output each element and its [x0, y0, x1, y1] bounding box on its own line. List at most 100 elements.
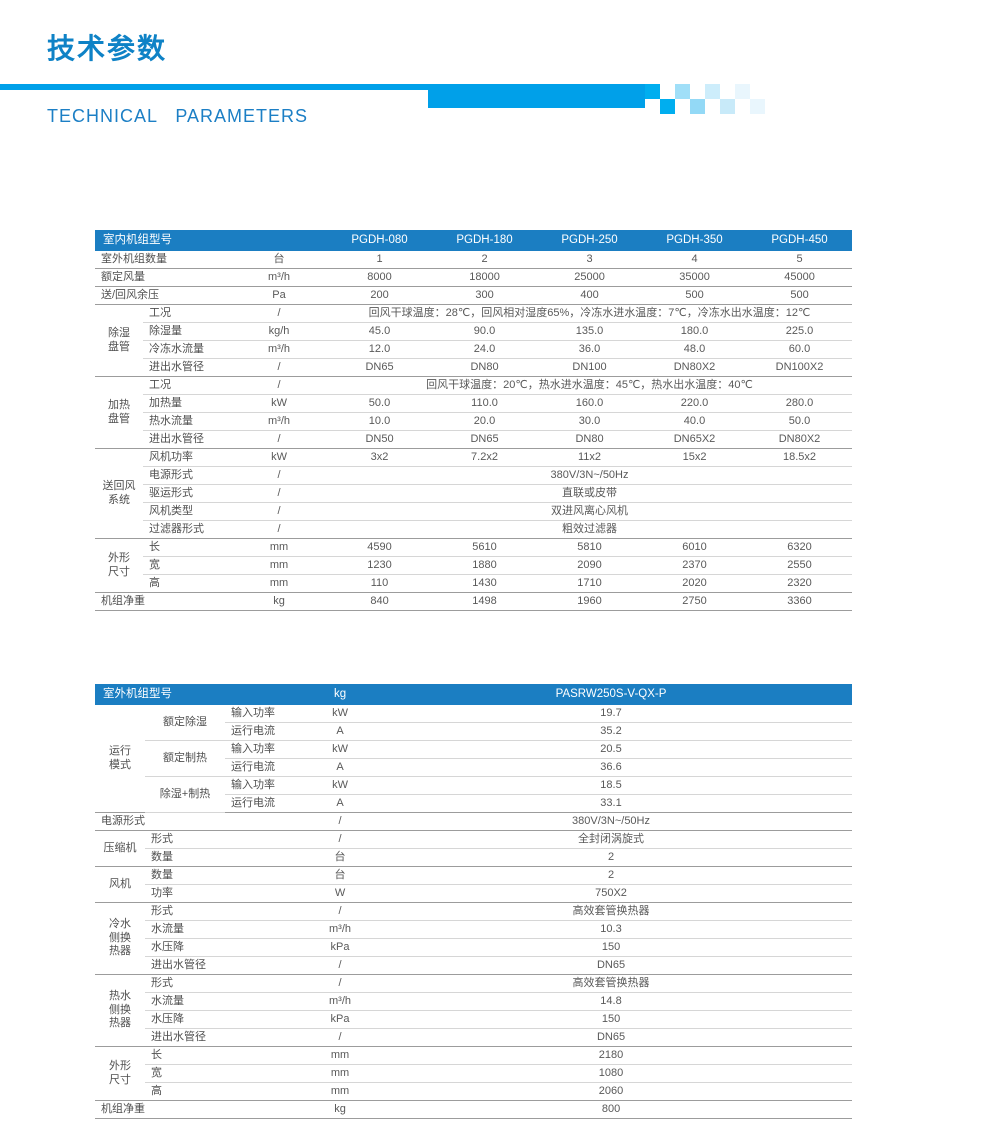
cell-label: 工况 [143, 304, 231, 323]
cell-unit: / [231, 484, 328, 503]
cell-unit: kW [231, 448, 328, 467]
cell-unit: 台 [310, 866, 371, 885]
cell-label: 送/回风余压 [95, 286, 231, 305]
cell-group: 压缩机 [95, 830, 145, 867]
cell-val: DN80X2 [747, 430, 853, 449]
cell-unit: mm [310, 1046, 371, 1065]
indoor-unit-table: 室内机组型号 PGDH-080 PGDH-180 PGDH-250 PGDH-350 PG… [95, 230, 853, 611]
cell-unit: m³/h [231, 412, 328, 431]
cell-val: 回风干球温度：20℃，热水进水温度：45℃，热水出水温度：40℃ [327, 376, 853, 395]
cell-val: 150 [370, 1010, 853, 1029]
cell-label: 长 [145, 1046, 311, 1065]
cell-val: 1080 [370, 1064, 853, 1083]
cell-val: 36.6 [370, 758, 853, 777]
cell-val: 全封闭涡旋式 [370, 830, 853, 849]
cell-val: 4590 [327, 538, 433, 557]
cell-val: 10.3 [370, 920, 853, 939]
cell-unit: kPa [310, 938, 371, 957]
cell-val: 35.2 [370, 722, 853, 741]
cell-val: 500 [747, 286, 853, 305]
cell-val: 7.2x2 [432, 448, 538, 467]
cell-label: 进出水管径 [143, 430, 231, 449]
cell-val: 380V/3N~/50Hz [327, 466, 853, 485]
cell-unit: / [310, 974, 371, 993]
cell-val: 36.0 [537, 340, 643, 359]
mosaic-square [750, 99, 765, 114]
cell-unit: mm [231, 574, 328, 593]
cell-unit: A [310, 794, 371, 813]
cell-val: 110 [327, 574, 433, 593]
cell-val: 2060 [370, 1082, 853, 1101]
cell-val: 19.7 [370, 705, 853, 723]
cell-unit: / [231, 520, 328, 539]
cell-label: 数量 [145, 848, 311, 867]
outdoor-unit-table: 室外机组型号 kg PASRW250S-V-QX-P 运行 模式 额定除湿 输入功率 kW 1… [95, 684, 853, 1119]
cell-label: 额定风量 [95, 268, 231, 287]
cell-group: 除湿 盘管 [95, 304, 143, 377]
cell-val: PGDH-250 [537, 230, 643, 251]
cell-label: 水压降 [145, 938, 311, 957]
cell-val: 3 [537, 251, 643, 269]
cell-val: 18.5x2 [747, 448, 853, 467]
cell-unit: A [310, 758, 371, 777]
cell-val: DN50 [327, 430, 433, 449]
cell-group: 送回风 系统 [95, 448, 143, 539]
cell-val: 1960 [537, 592, 643, 611]
cell-val: 24.0 [432, 340, 538, 359]
cell-val: 直联或皮带 [327, 484, 853, 503]
cell-h-label: 室内机组型号 [95, 230, 328, 251]
cell-val: 2370 [642, 556, 748, 575]
cell-label: 长 [143, 538, 231, 557]
cell-val: 1498 [432, 592, 538, 611]
cell-label: 运行电流 [225, 758, 311, 777]
cell-val: 25000 [537, 268, 643, 287]
cell-val: 14.8 [370, 992, 853, 1011]
cell-val: DN65 [432, 430, 538, 449]
cell-group: 风机 [95, 866, 145, 903]
cell-label: 形式 [145, 830, 311, 849]
page-title: 技术参数 [47, 33, 168, 64]
cell-val: 90.0 [432, 322, 538, 341]
cell-val: 220.0 [642, 394, 748, 413]
cell-val: 18.5 [370, 776, 853, 795]
cell-val: 10.0 [327, 412, 433, 431]
cell-label: 加热量 [143, 394, 231, 413]
cell-group: 冷水 侧换 热器 [95, 902, 145, 975]
cell-label: 高 [143, 574, 231, 593]
banner-thick-bar [428, 84, 645, 108]
cell-unit: / [310, 812, 371, 831]
cell-val: 2750 [642, 592, 748, 611]
cell-unit: mm [231, 556, 328, 575]
cell-unit: / [310, 902, 371, 921]
cell-val: 33.1 [370, 794, 853, 813]
cell-val: 18000 [432, 268, 538, 287]
cell-val: DN65 [370, 1028, 853, 1047]
cell-label: 热水流量 [143, 412, 231, 431]
cell-val: 15x2 [642, 448, 748, 467]
cell-label: 高 [145, 1082, 311, 1101]
cell-unit: / [310, 1028, 371, 1047]
cell-val: DN80X2 [642, 358, 748, 377]
cell-val: 300 [432, 286, 538, 305]
cell-unit: m³/h [231, 268, 328, 287]
cell-unit: kW [310, 776, 371, 795]
cell-unit: kW [310, 740, 371, 759]
cell-val: 2550 [747, 556, 853, 575]
cell-label: 工况 [143, 376, 231, 395]
cell-val: DN65 [327, 358, 433, 377]
cell-val: 180.0 [642, 322, 748, 341]
cell-val: DN100 [537, 358, 643, 377]
cell-group: 热水 侧换 热器 [95, 974, 145, 1047]
cell-unit: m³/h [231, 340, 328, 359]
cell-val: PGDH-350 [642, 230, 748, 251]
cell-label: 除湿量 [143, 322, 231, 341]
cell-val: 3x2 [327, 448, 433, 467]
cell-val: 12.0 [327, 340, 433, 359]
cell-unit: kW [231, 394, 328, 413]
cell-val: 1710 [537, 574, 643, 593]
mosaic-square [735, 84, 750, 99]
cell-label: 水流量 [145, 920, 311, 939]
cell-group: 外形 尺寸 [95, 1046, 145, 1101]
cell-unit: kg [231, 592, 328, 611]
cell-label: 功率 [145, 884, 311, 903]
